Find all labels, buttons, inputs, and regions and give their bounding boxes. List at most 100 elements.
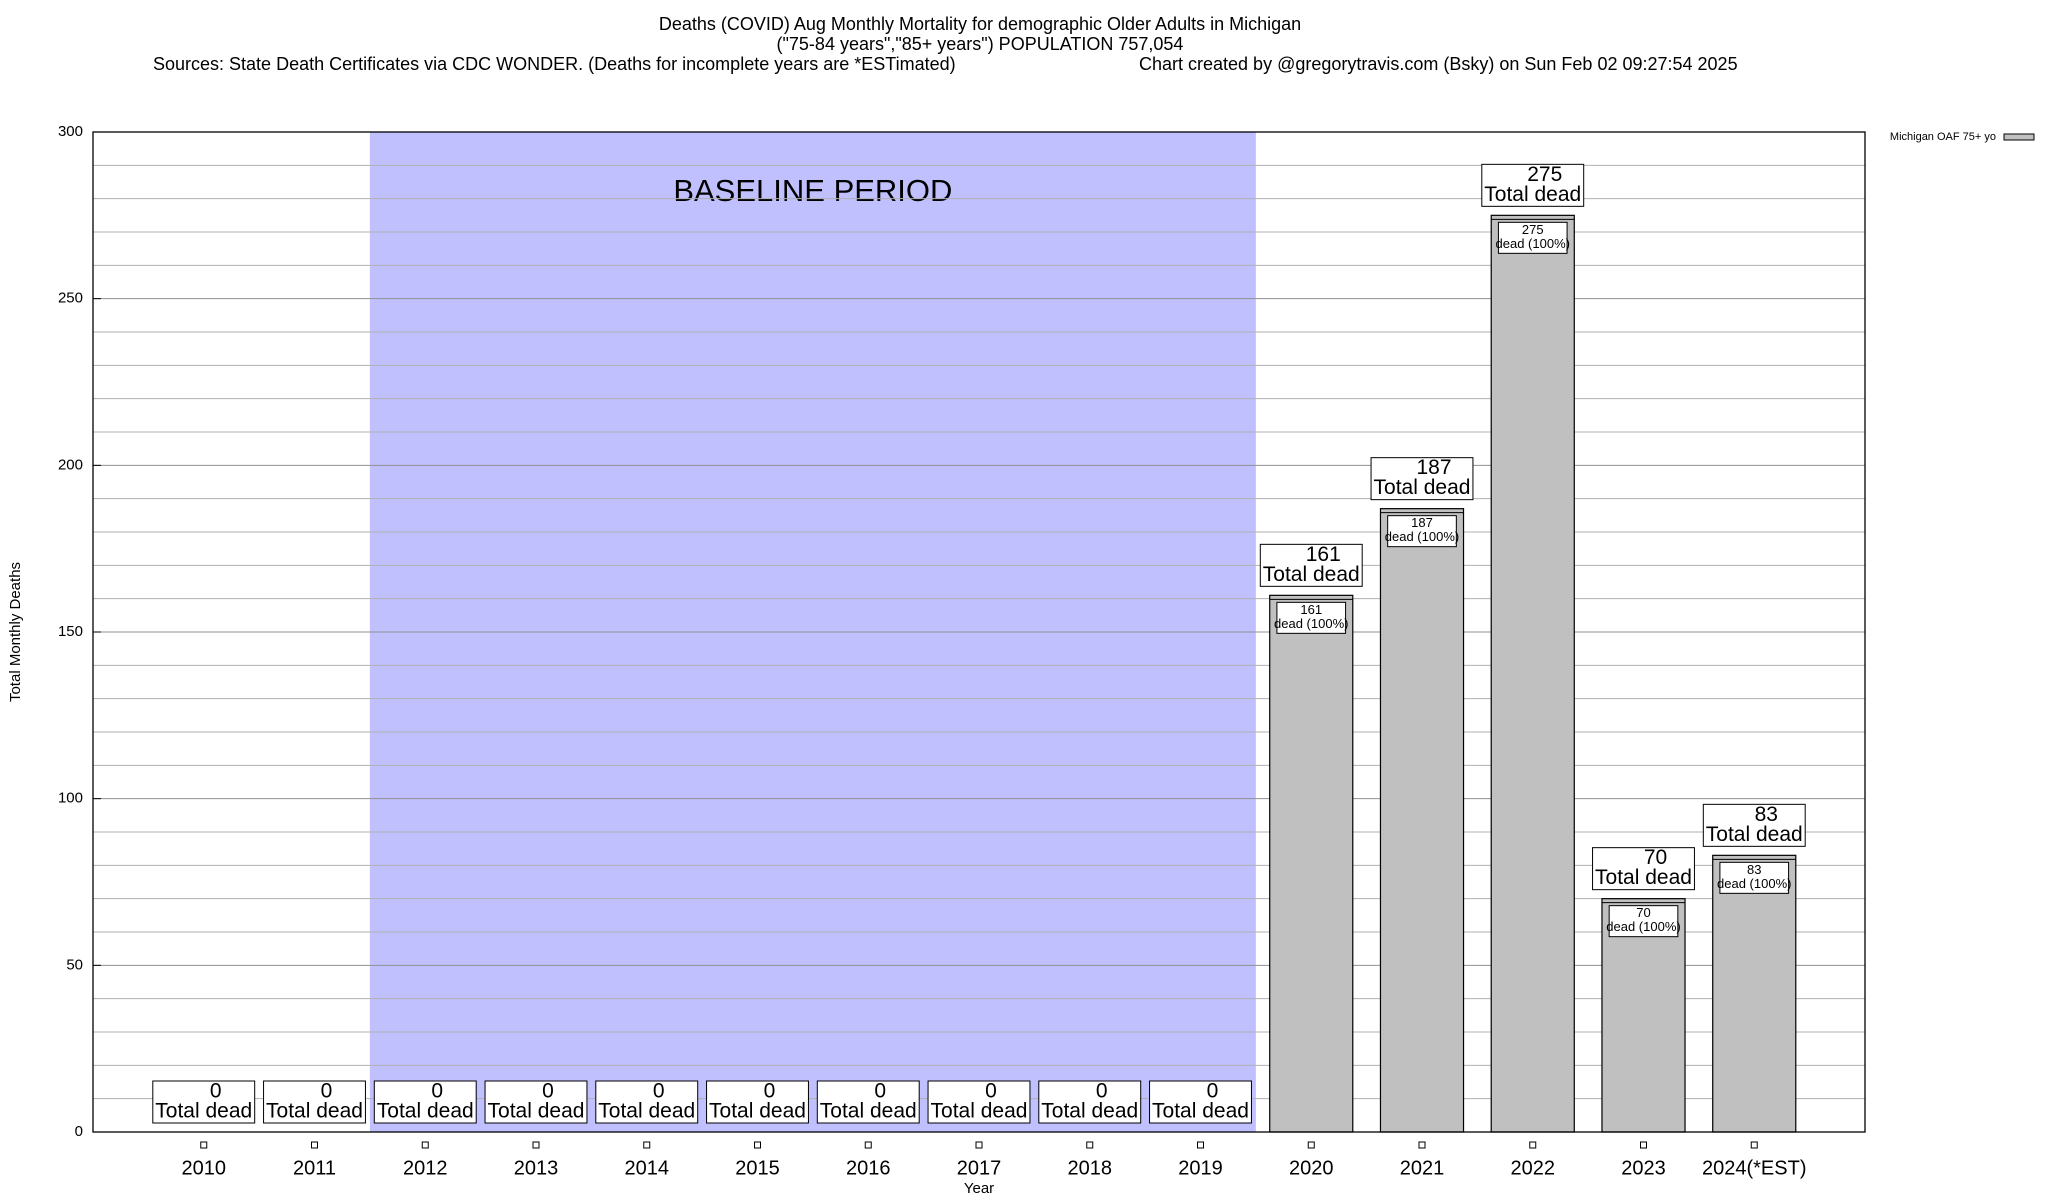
x-tick-label: 2021 bbox=[1400, 1157, 1445, 1179]
legend-swatch bbox=[2003, 133, 2035, 141]
x-axis-label: Year bbox=[964, 1180, 994, 1197]
inner-value-label: 275 bbox=[1522, 222, 1544, 237]
x-tick-marker bbox=[200, 1141, 208, 1149]
bar bbox=[1379, 508, 1465, 1133]
total-text-label: Total dead bbox=[1595, 866, 1692, 889]
total-label-box bbox=[595, 1080, 699, 1124]
x-tick-marker bbox=[1086, 1141, 1094, 1149]
inner-label-box bbox=[1276, 601, 1347, 634]
x-tick-label: 2010 bbox=[182, 1157, 227, 1179]
y-tick-label: 0 bbox=[75, 1123, 83, 1140]
legend-label: Michigan OAF 75+ yo bbox=[1890, 131, 1996, 143]
total-value-label: 0 bbox=[653, 1080, 665, 1103]
x-tick-marker bbox=[754, 1141, 761, 1149]
y-tick-label: 300 bbox=[58, 123, 83, 140]
total-text-label: Total dead bbox=[1374, 476, 1471, 499]
total-label-box bbox=[1481, 163, 1585, 207]
total-text-label: Total dead bbox=[1041, 1100, 1138, 1123]
x-tick-marker bbox=[1750, 1141, 1758, 1149]
x-tick-label: 2017 bbox=[957, 1157, 1002, 1179]
total-label-box bbox=[1702, 803, 1806, 847]
inner-share-label: dead (100%) bbox=[1385, 529, 1459, 544]
y-axis-label: Total Monthly Deaths bbox=[7, 562, 24, 702]
total-label-box bbox=[927, 1080, 1031, 1124]
total-label-box bbox=[1592, 847, 1695, 891]
total-value-label: 83 bbox=[1755, 803, 1778, 826]
x-tick-label: 2024(*EST) bbox=[1702, 1157, 1807, 1179]
y-tick-label: 100 bbox=[58, 790, 83, 807]
total-text-label: Total dead bbox=[598, 1100, 695, 1123]
total-value-label: 275 bbox=[1527, 163, 1562, 186]
x-tick-marker bbox=[1307, 1141, 1315, 1149]
x-tick-marker bbox=[532, 1141, 540, 1149]
x-tick-label: 2016 bbox=[846, 1157, 891, 1179]
bar bbox=[1490, 214, 1575, 1133]
total-text-label: Total dead bbox=[1706, 823, 1803, 846]
x-tick-marker bbox=[975, 1141, 983, 1149]
total-value-label: 0 bbox=[542, 1080, 554, 1103]
x-tick-label: 2019 bbox=[1178, 1157, 1223, 1179]
inner-value-label: 161 bbox=[1300, 602, 1322, 617]
total-label-box bbox=[263, 1080, 366, 1124]
total-label-box bbox=[816, 1080, 920, 1124]
x-tick-marker bbox=[1418, 1141, 1426, 1149]
y-tick-label: 150 bbox=[58, 623, 83, 640]
baseline-label: BASELINE PERIOD bbox=[673, 173, 952, 208]
total-value-label: 187 bbox=[1416, 456, 1451, 479]
total-text-label: Total dead bbox=[266, 1100, 363, 1123]
bar bbox=[1601, 898, 1686, 1133]
total-label-box bbox=[1149, 1080, 1252, 1124]
total-value-label: 0 bbox=[764, 1080, 776, 1103]
x-tick-marker bbox=[1197, 1141, 1204, 1149]
x-tick-label: 2013 bbox=[514, 1157, 559, 1179]
total-label-box bbox=[706, 1080, 809, 1124]
inner-share-label: dead (100%) bbox=[1606, 919, 1680, 934]
chart-title: Deaths (COVID) Aug Monthly Mortality for… bbox=[659, 14, 1301, 34]
total-value-label: 0 bbox=[874, 1080, 886, 1103]
total-text-label: Total dead bbox=[155, 1100, 252, 1123]
x-tick-label: 2011 bbox=[293, 1157, 336, 1179]
x-tick-label: 2023 bbox=[1621, 1157, 1666, 1179]
x-tick-marker bbox=[864, 1141, 872, 1149]
total-text-label: Total dead bbox=[488, 1100, 585, 1123]
total-label-box bbox=[152, 1080, 256, 1124]
chart-sources: Sources: State Death Certificates via CD… bbox=[153, 54, 956, 74]
y-tick-label: 200 bbox=[58, 456, 83, 473]
inner-label-box bbox=[1608, 905, 1679, 938]
bar bbox=[1269, 594, 1354, 1133]
total-text-label: Total dead bbox=[709, 1100, 806, 1123]
x-tick-marker bbox=[643, 1141, 651, 1149]
x-tick-label: 2012 bbox=[403, 1157, 448, 1179]
total-label-box bbox=[373, 1080, 477, 1124]
total-label-box bbox=[1259, 543, 1363, 587]
total-text-label: Total dead bbox=[377, 1100, 474, 1123]
chart-subtitle: ("75-84 years","85+ years") POPULATION 7… bbox=[777, 34, 1184, 54]
x-tick-marker bbox=[1529, 1141, 1537, 1149]
x-tick-marker bbox=[421, 1141, 429, 1149]
total-value-label: 161 bbox=[1306, 543, 1341, 566]
total-text-label: Total dead bbox=[1152, 1100, 1249, 1123]
total-value-label: 0 bbox=[431, 1080, 443, 1103]
inner-label-box bbox=[1719, 861, 1790, 894]
inner-value-label: 70 bbox=[1636, 905, 1650, 920]
inner-share-label: dead (100%) bbox=[1274, 616, 1348, 631]
y-tick-label: 50 bbox=[66, 956, 83, 973]
y-tick-label: 250 bbox=[58, 290, 83, 307]
total-value-label: 0 bbox=[985, 1080, 997, 1103]
x-tick-label: 2020 bbox=[1289, 1157, 1334, 1179]
total-value-label: 70 bbox=[1644, 846, 1667, 869]
total-text-label: Total dead bbox=[931, 1100, 1028, 1123]
plot-frame bbox=[92, 131, 1866, 1133]
total-text-label: Total dead bbox=[1484, 183, 1581, 206]
x-tick-marker bbox=[311, 1141, 318, 1149]
inner-value-label: 187 bbox=[1411, 515, 1433, 530]
total-label-box bbox=[1370, 457, 1474, 501]
inner-share-label: dead (100%) bbox=[1717, 876, 1791, 891]
x-tick-label: 2022 bbox=[1511, 1157, 1556, 1179]
inner-label-box bbox=[1387, 515, 1457, 548]
total-text-label: Total dead bbox=[820, 1100, 917, 1123]
x-tick-label: 2015 bbox=[735, 1157, 780, 1179]
total-value-label: 0 bbox=[210, 1080, 222, 1103]
total-text-label: Total dead bbox=[1263, 563, 1360, 586]
